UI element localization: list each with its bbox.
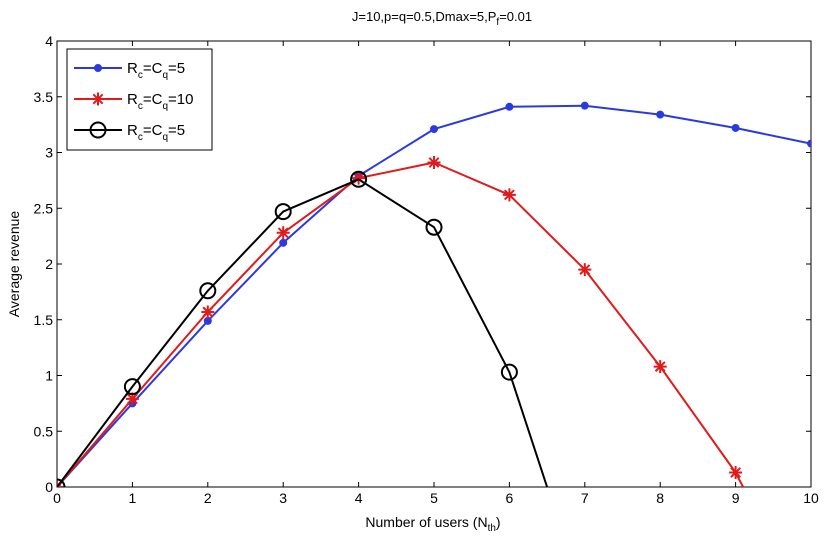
x-tick-label: 4 <box>355 490 363 506</box>
y-tick-label: 4 <box>45 33 53 49</box>
x-tick-label: 7 <box>581 490 589 506</box>
y-tick-label: 1.5 <box>34 312 54 328</box>
data-point <box>199 282 217 300</box>
x-tick-label: 0 <box>53 490 61 506</box>
y-tick-label: 3.5 <box>34 89 54 105</box>
data-point <box>505 102 514 111</box>
data-point <box>807 139 811 148</box>
series-layer <box>57 101 811 487</box>
data-point <box>123 378 141 396</box>
y-tick-label: 2 <box>45 256 53 272</box>
x-tick-label: 1 <box>129 490 137 506</box>
data-point <box>91 92 105 106</box>
y-tick-label: 3 <box>45 145 53 161</box>
data-point <box>201 305 215 319</box>
data-point <box>578 263 592 277</box>
legend: Rc=Cq=5 Rc=Cq=10 Rc=Cq=5 <box>66 48 213 151</box>
x-tick-label: 5 <box>430 490 438 506</box>
data-point <box>279 238 288 247</box>
legend-label: Rc=Cq=5 <box>127 122 185 143</box>
data-point <box>731 123 740 132</box>
x-tick-label: 10 <box>803 490 819 506</box>
y-tick-label: 0 <box>45 479 53 495</box>
x-tick-label: 8 <box>656 490 664 506</box>
x-tick-label: 2 <box>204 490 212 506</box>
data-point <box>276 226 290 240</box>
data-point <box>653 360 667 374</box>
data-point <box>350 170 368 188</box>
x-tick-label: 6 <box>506 490 514 506</box>
chart-title: J=10,p=q=0.5,Dmax=5,Pf=0.01 <box>352 9 532 28</box>
data-point <box>427 156 441 170</box>
data-point <box>425 218 443 236</box>
legend-label: Rc=Cq=5 <box>127 60 185 81</box>
data-point <box>89 121 107 139</box>
data-point <box>125 392 139 406</box>
y-axis-label: Average revenue <box>6 211 22 318</box>
x-axis-label: Number of users (Nth) <box>365 514 500 534</box>
y-tick-label: 1 <box>45 368 53 384</box>
y-tick-label: 2.5 <box>34 200 54 216</box>
legend-item: Rc=Cq=5 <box>74 60 185 81</box>
data-point <box>352 171 366 185</box>
data-point <box>502 188 516 202</box>
data-point <box>580 101 589 110</box>
data-point <box>94 64 102 72</box>
series-line <box>57 178 549 487</box>
legend-item: Rc=Cq=10 <box>74 91 193 112</box>
data-point <box>274 203 292 221</box>
x-tick-label: 9 <box>732 490 740 506</box>
data-point <box>729 466 743 480</box>
legend-item: Rc=Cq=5 <box>74 121 185 143</box>
legend-label: Rc=Cq=10 <box>127 91 193 112</box>
series-2 <box>57 156 744 487</box>
data-point <box>430 125 438 134</box>
data-point <box>500 363 518 381</box>
series-3 <box>57 170 549 487</box>
axes: 0 1 2 3 4 5 6 7 8 9 10 0 0.5 1 1.5 2 2.5 3 3.5 4 <box>34 33 819 506</box>
y-tick-label: 0.5 <box>34 423 54 439</box>
x-tick-label: 3 <box>279 490 287 506</box>
data-point <box>656 110 665 119</box>
